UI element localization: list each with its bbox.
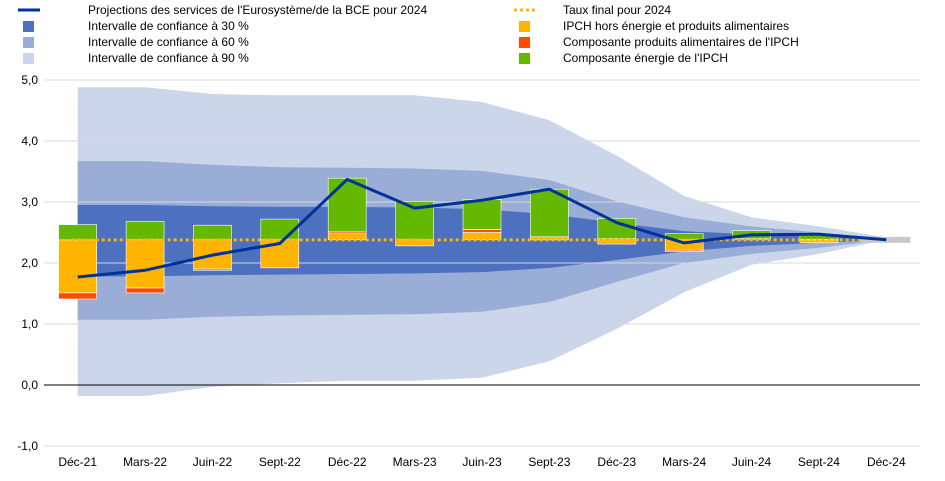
- legend-label-food: Composante produits alimentaires de l'IP…: [563, 35, 799, 49]
- legend-label-band90: Intervalle de confiance à 90 %: [88, 51, 249, 65]
- legend: Projections des services de l'Eurosystèm…: [18, 3, 799, 65]
- y-tick-label: -1,0: [17, 439, 38, 453]
- food-bar: [462, 229, 502, 233]
- x-tick-label: Sept-24: [798, 455, 840, 469]
- y-tick-label: 5,0: [21, 73, 38, 87]
- core-bar: [58, 239, 98, 294]
- energy-bar: [462, 199, 502, 230]
- legend-label-dotted: Taux final pour 2024: [563, 3, 671, 17]
- plot-area: -1,0 0,0 1,0 2,0 3,0 4,0 5,0 Déc-21 Mars-22 Juin-…: [17, 73, 920, 469]
- legend-swatch-band60: [23, 37, 34, 48]
- gridlines: [44, 79, 920, 447]
- x-tick-label: Sept-22: [259, 455, 301, 469]
- x-tick-label: Déc-21: [58, 455, 97, 469]
- x-tick-label: Juin-23: [462, 455, 502, 469]
- legend-swatch-core: [519, 21, 530, 32]
- axes: -1,0 0,0 1,0 2,0 3,0 4,0 5,0 Déc-21 Mars-22 Juin-…: [17, 73, 920, 469]
- legend-swatch-band90: [23, 53, 34, 64]
- x-tick-label: Déc-22: [328, 455, 367, 469]
- x-tick-label: Mars-24: [662, 455, 706, 469]
- x-tick-label: Déc-23: [597, 455, 636, 469]
- y-tick-label: 2,0: [21, 256, 38, 270]
- legend-swatch-band30: [23, 21, 34, 32]
- projection-line: [77, 177, 887, 279]
- x-tick-label: Déc-24: [867, 455, 906, 469]
- legend-label-core: IPCH hors énergie et produits alimentair…: [563, 19, 789, 33]
- legend-label-line: Projections des services de l'Eurosystèm…: [88, 3, 427, 17]
- y-tick-label: 3,0: [21, 195, 38, 209]
- legend-swatch-food: [519, 37, 530, 48]
- energy-bar: [327, 177, 367, 233]
- x-tick-label: Juin-24: [732, 455, 772, 469]
- x-tick-label: Mars-23: [393, 455, 437, 469]
- food-bar: [193, 268, 232, 271]
- component-bars: [58, 177, 906, 300]
- food-bar: [664, 249, 704, 252]
- x-tick-label: Juin-22: [193, 455, 233, 469]
- legend-label-band30: Intervalle de confiance à 30 %: [88, 19, 249, 33]
- y-tick-label: 4,0: [21, 134, 38, 148]
- x-tick-label: Sept-23: [528, 455, 570, 469]
- projection-line-layer: [77, 177, 887, 279]
- food-bar: [125, 287, 165, 294]
- energy-bar: [125, 221, 165, 241]
- y-tick-label: 1,0: [21, 317, 38, 331]
- core-bar: [125, 239, 165, 289]
- energy-bar: [193, 224, 232, 241]
- legend-label-band60: Intervalle de confiance à 60 %: [88, 35, 249, 49]
- food-bar: [58, 292, 98, 300]
- energy-bar: [58, 224, 98, 241]
- y-tick-label: 0,0: [21, 378, 38, 392]
- x-tick-label: Mars-22: [123, 455, 167, 469]
- legend-swatch-energy: [519, 53, 530, 64]
- legend-label-energy: Composante énergie de l'IPCH: [563, 51, 728, 65]
